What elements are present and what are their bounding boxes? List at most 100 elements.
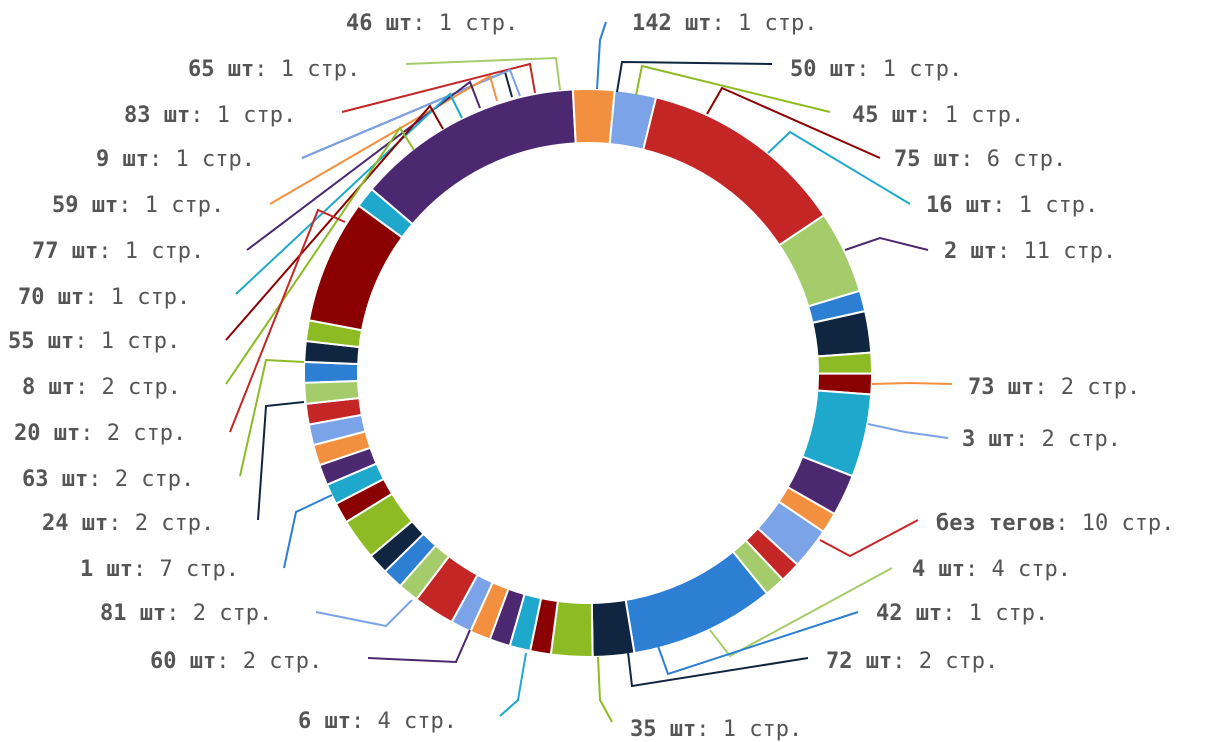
slice-label-4-шт: 4 шт: 4 стр.: [912, 557, 1071, 582]
slice-label-tag: 70 шт: [18, 285, 84, 310]
slice-label-83-шт: 83 шт: 1 стр.: [124, 103, 296, 128]
slice-label-tag: 55 шт: [8, 329, 74, 354]
leader-line-16: [767, 130, 911, 205]
leader-line-59: [269, 74, 498, 205]
slice-label-count: : 1 стр.: [98, 239, 204, 264]
slice-label-count: : 2 стр.: [75, 375, 181, 400]
leader-line-72: [627, 651, 809, 688]
leader-line-142: [596, 21, 607, 90]
slice-label-73-шт: 73 шт: 2 стр.: [968, 375, 1140, 400]
slice-label-tag: 50 шт: [790, 57, 856, 82]
slice-label-45-шт: 45 шт: 1 стр.: [852, 103, 1024, 128]
leader-line-2: [844, 236, 929, 251]
slice-label-24-шт: 24 шт: 2 стр.: [42, 511, 214, 536]
slice-label-50-шт: 50 шт: 1 стр.: [790, 57, 962, 82]
slice-label-55-шт: 55 шт: 1 стр.: [8, 329, 180, 354]
slice-label-count: : 1 стр.: [856, 57, 962, 82]
leader-line-55: [225, 104, 444, 341]
leader-line-75: [706, 86, 881, 159]
slice-label-tag: 60 шт: [150, 649, 216, 674]
slice-label-tag: 1 шт: [80, 557, 133, 582]
slice-label-count: : 1 стр.: [942, 601, 1048, 626]
slice-label-count: : 1 стр.: [149, 147, 255, 172]
leader-line-70: [235, 92, 463, 295]
leader-line-46: [405, 56, 561, 91]
leader-line-60: [367, 629, 471, 664]
slice-label-65-шт: 65 шт: 1 стр.: [188, 57, 360, 82]
slice-label-81-шт: 81 шт: 2 стр.: [100, 601, 272, 626]
leader-line-77: [246, 80, 481, 251]
slice-label-count: : 1 стр.: [74, 329, 180, 354]
leader-line-9: [301, 68, 521, 159]
leader-line-42: [657, 611, 859, 676]
leader-line-24: [257, 401, 305, 521]
slice-label-count: : 2 стр.: [108, 511, 214, 536]
slice-label-count: : 1 стр.: [254, 57, 360, 82]
leader-line-35: [597, 656, 613, 723]
slice-label-tag: 16 шт: [926, 193, 992, 218]
slice-label-count: : 1 стр.: [992, 193, 1098, 218]
leader-line-20: [229, 208, 346, 433]
slice-label-count: : 2 стр.: [1015, 427, 1121, 452]
slice-label-9-шт: 9 шт: 1 стр.: [96, 147, 255, 172]
slice-label-count: : 1 стр.: [711, 11, 817, 36]
slice-label-2-шт: 2 шт: 11 стр.: [944, 239, 1116, 264]
slice-142: [303, 360, 360, 384]
slice-label-tag: 8 шт: [22, 375, 75, 400]
slice-label-tag: 46 шт: [346, 11, 412, 36]
slice-label-count: : 7 стр.: [133, 557, 239, 582]
slice-label-tag: 45 шт: [852, 103, 918, 128]
slice-label-tag: 3 шт: [962, 427, 1015, 452]
slice-label-tag: 73 шт: [968, 375, 1034, 400]
slice-label-count: : 1 стр.: [84, 285, 190, 310]
slice-label-count: : 1 стр.: [696, 717, 802, 742]
slice-label-tag: 72 шт: [826, 649, 892, 674]
leader-line-45: [635, 64, 831, 113]
slice-label-count: : 4 стр.: [965, 557, 1071, 582]
slice-label-count: : 1 стр.: [918, 103, 1024, 128]
slice-label-count: : 4 стр.: [351, 709, 457, 734]
slice-label-tag: 81 шт: [100, 601, 166, 626]
leader-line-3: [867, 423, 949, 439]
slice-label-1-шт: 1 шт: 7 стр.: [80, 557, 239, 582]
leader-line-81: [315, 599, 413, 628]
slice-label-count: : 1 стр.: [118, 193, 224, 218]
slice-label-tag: 35 шт: [630, 717, 696, 742]
leader-lines: [225, 21, 953, 723]
leader-line-bez-tegov: [819, 519, 919, 558]
slice-label-6-шт: 6 шт: 4 стр.: [298, 709, 457, 734]
slice-label-count: : 6 стр.: [960, 147, 1066, 172]
slice-labels: 46 шт: 1 стр. 142 шт: 1 стр.65 шт: 1 стр.…: [8, 11, 1174, 742]
slice-label-16-шт: 16 шт: 1 стр.: [926, 193, 1098, 218]
slice-label-tag: 4 шт: [912, 557, 965, 582]
slice-label-count: : 2 стр.: [216, 649, 322, 674]
slice-label-count: : 11 стр.: [997, 239, 1116, 264]
slice-label-count: : 2 стр.: [166, 601, 272, 626]
slice-35: [816, 351, 873, 375]
leader-line-50: [616, 60, 773, 93]
leader-line-73: [871, 381, 953, 385]
slice-24: [590, 598, 636, 658]
slice-label-count: : 2 стр.: [892, 649, 998, 674]
slice-label-tag: 42 шт: [876, 601, 942, 626]
slice-label-70-шт: 70 шт: 1 стр.: [18, 285, 190, 310]
slice-label-3-шт: 3 шт: 2 стр.: [962, 427, 1121, 452]
slice-label-count: : 1 стр.: [190, 103, 296, 128]
slice-label-tag: 65 шт: [188, 57, 254, 82]
slice-label-60-шт: 60 шт: 2 стр.: [150, 649, 322, 674]
slice-label-без-тегов: без тегов: 10 стр.: [936, 511, 1174, 536]
slice-label-tag: 77 шт: [32, 239, 98, 264]
slice-label-count: : 2 стр.: [80, 421, 186, 446]
slice-label-142-шт: 142 шт: 1 стр.: [632, 11, 817, 36]
slice-2: [370, 88, 577, 226]
slice-label-tag: 2 шт: [944, 239, 997, 264]
slice-1: [624, 550, 769, 655]
leader-line-65: [341, 62, 536, 113]
slice-label-63-шт: 63 шт: 2 стр.: [22, 467, 194, 492]
slice-label-20-шт: 20 шт: 2 стр.: [14, 421, 186, 446]
slice-label-72-шт: 72 шт: 2 стр.: [826, 649, 998, 674]
slice-46: [303, 379, 361, 405]
slice-label-tag: 24 шт: [42, 511, 108, 536]
donut-slices: [303, 88, 874, 658]
slice-label-35-шт: 35 шт: 1 стр.: [630, 717, 802, 742]
